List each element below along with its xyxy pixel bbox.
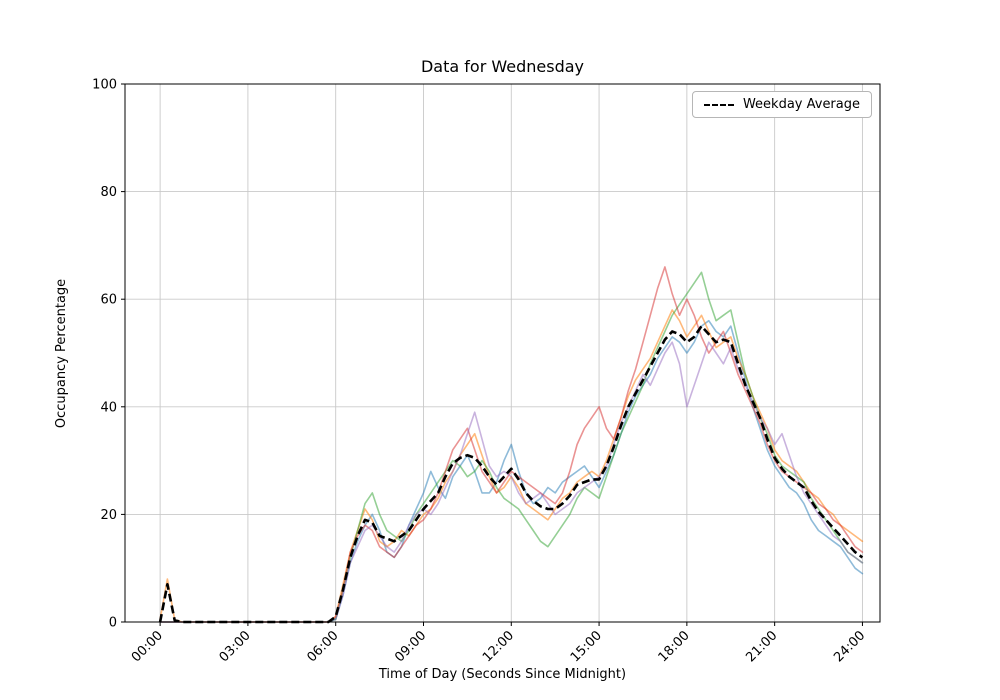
legend-dashed-line-sample (703, 103, 734, 106)
x-tick-label: 21:00 (743, 628, 780, 665)
y-tick-label: 60 (100, 293, 117, 308)
x-axis-label: Time of Day (Seconds Since Midnight) (378, 667, 627, 682)
x-tick-label: 15:00 (568, 628, 605, 665)
y-tick-label: 80 (100, 185, 117, 200)
chart-title: Data for Wednesday (420, 57, 584, 76)
x-tick-label: 18:00 (656, 628, 693, 665)
y-tick-label: 0 (109, 616, 117, 631)
legend: Weekday Average (691, 91, 872, 118)
average-series-line (158, 324, 864, 624)
y-tick-label: 20 (100, 508, 117, 523)
axes-border (124, 83, 881, 623)
y-tick-label: 100 (92, 78, 117, 93)
legend-label: Weekday Average (742, 97, 860, 112)
y-axis-label-wrap: Occupancy Percentage (40, 84, 84, 622)
x-tick-label: 06:00 (304, 628, 341, 665)
x-tick-label: 24:00 (831, 628, 868, 665)
y-tick-label: 40 (100, 400, 117, 415)
x-tick-label: 09:00 (392, 628, 429, 665)
y-axis-label: Occupancy Percentage (54, 278, 70, 428)
x-tick-label: 03:00 (217, 628, 254, 665)
x-tick-label: 12:00 (480, 628, 517, 665)
x-tick-label: 00:00 (129, 628, 166, 665)
